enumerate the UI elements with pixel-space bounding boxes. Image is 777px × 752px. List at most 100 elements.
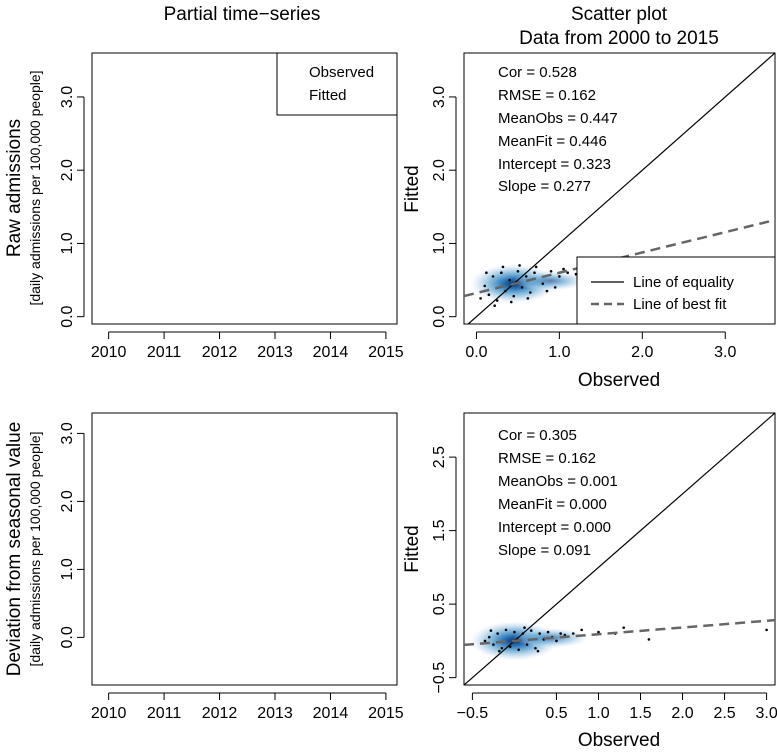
scatter-point bbox=[492, 643, 495, 646]
x-tick-label: 2014 bbox=[313, 705, 349, 722]
x-tick-label: 2013 bbox=[257, 344, 293, 361]
x-tick-label: 3.0 bbox=[755, 705, 777, 722]
x-tick-label: 1.0 bbox=[587, 705, 609, 722]
x-tick-label: 2011 bbox=[147, 705, 182, 722]
x-tick-label: 2012 bbox=[202, 344, 238, 361]
line-of-equality bbox=[467, 53, 775, 324]
y-tick-label: 2.5 bbox=[431, 446, 448, 468]
y-axis-label: Raw admissions bbox=[4, 119, 25, 257]
stat-intercept: Intercept = 0.000 bbox=[498, 519, 611, 536]
x-tick-label: 2011 bbox=[147, 344, 182, 361]
stat-rmse: RMSE = 0.162 bbox=[498, 450, 596, 467]
stats-block: Cor = 0.305 RMSE = 0.162 MeanObs = 0.001… bbox=[498, 427, 618, 559]
scatter-point bbox=[533, 271, 536, 275]
scatter-point bbox=[546, 630, 550, 634]
scatter-point bbox=[536, 649, 540, 653]
y-tick-label: 3.0 bbox=[431, 86, 448, 108]
line-of-best-fit bbox=[464, 618, 775, 647]
scatter-point bbox=[501, 265, 505, 269]
scatter-point bbox=[534, 265, 538, 269]
scatter-point bbox=[517, 648, 520, 652]
y-tick-label: 0.0 bbox=[59, 305, 76, 327]
stat-slope: Slope = 0.277 bbox=[498, 178, 591, 195]
x-tick-label: 3.0 bbox=[714, 344, 736, 361]
scatter-point bbox=[529, 291, 532, 294]
scatter-point bbox=[529, 629, 533, 632]
legend-equality: Line of equality bbox=[633, 274, 734, 291]
stat-meanobs: MeanObs = 0.447 bbox=[498, 110, 618, 127]
x-tick-label: 2015 bbox=[368, 344, 404, 361]
scatter-point bbox=[516, 269, 520, 273]
scatter-point bbox=[498, 649, 501, 653]
legend-box bbox=[576, 256, 776, 325]
scatter-point bbox=[553, 286, 557, 289]
y-axis-label: Deviation from seasonal value bbox=[4, 422, 25, 677]
x-tick-label: −0.5 bbox=[457, 705, 489, 722]
scatter-point bbox=[622, 626, 626, 629]
scatter-point bbox=[555, 639, 558, 643]
legend-best-fit: Line of best fit bbox=[633, 296, 727, 313]
scatter-point bbox=[483, 639, 487, 643]
y-axis-label: Fitted bbox=[402, 525, 423, 573]
x-axis-label: Observed bbox=[578, 370, 660, 391]
scatter-point bbox=[489, 629, 493, 632]
x-axis: 2010 2011 2012 2013 2014 2015 bbox=[91, 692, 404, 722]
scatter-point bbox=[534, 646, 537, 650]
scatter-point bbox=[597, 630, 600, 634]
scatter-point bbox=[545, 289, 549, 293]
y-tick-label: 2.0 bbox=[59, 159, 76, 181]
x-tick-label: 2014 bbox=[313, 344, 349, 361]
scatter-point bbox=[559, 632, 562, 635]
panel-scatter-top: Scatter plot Data from 2000 to 2015 0.0 1… bbox=[402, 4, 776, 391]
y-axis-sublabel: [daily admissions per 100,000 people] bbox=[27, 70, 43, 305]
x-tick-label: 0.5 bbox=[545, 705, 567, 722]
plot-frame bbox=[463, 412, 776, 686]
y-tick-label: 0.5 bbox=[431, 593, 448, 615]
panel-partial-time-series-bottom: 2010 2011 2012 2013 2014 2015 0.0 1.0 2.0 3.0 De… bbox=[4, 412, 404, 722]
x-axis: −0.5 0.5 1.0 1.5 2.0 2.5 3.0 bbox=[457, 692, 777, 722]
plot-frame bbox=[91, 52, 398, 325]
scatter-point bbox=[504, 628, 508, 632]
stat-meanfit: MeanFit = 0.000 bbox=[498, 496, 607, 513]
scatter-point bbox=[549, 269, 553, 273]
scatter-point bbox=[523, 626, 526, 629]
scatter-point bbox=[525, 643, 529, 646]
scatter-point bbox=[487, 635, 491, 639]
y-tick-label: 3.0 bbox=[59, 422, 76, 444]
scatter-point bbox=[524, 275, 528, 278]
stat-cor: Cor = 0.528 bbox=[498, 64, 577, 81]
y-axis: 0.0 1.0 2.0 3.0 bbox=[59, 422, 85, 649]
x-tick-label: 2.0 bbox=[671, 705, 693, 722]
stat-slope: Slope = 0.091 bbox=[498, 542, 591, 559]
scatter-point bbox=[491, 275, 495, 278]
panel-title: Partial time−series bbox=[164, 4, 321, 25]
legend-fitted: Fitted bbox=[309, 87, 347, 104]
y-tick-label: 2.0 bbox=[431, 159, 448, 181]
stats-block: Cor = 0.528 RMSE = 0.162 MeanObs = 0.447… bbox=[498, 64, 618, 195]
x-tick-label: 2012 bbox=[202, 705, 238, 722]
legend: Observed Fitted bbox=[276, 52, 398, 116]
plot-frame bbox=[91, 412, 398, 686]
y-axis-label: Fitted bbox=[402, 165, 423, 213]
y-tick-label: 2.0 bbox=[59, 490, 76, 512]
y-tick-label: 1.0 bbox=[59, 558, 76, 580]
panel-title-line-2: Data from 2000 to 2015 bbox=[519, 28, 719, 49]
scatter-point bbox=[509, 300, 513, 304]
y-axis: 0.0 1.0 2.0 3.0 bbox=[59, 86, 85, 328]
x-tick-label: 2010 bbox=[91, 705, 127, 722]
panel-partial-time-series-top: Partial time−series 2010 2011 2012 2013 2014… bbox=[4, 4, 404, 361]
scatter-point bbox=[558, 275, 561, 278]
y-tick-label: 1.0 bbox=[59, 232, 76, 254]
scatter-point bbox=[479, 297, 482, 300]
x-axis-label: Observed bbox=[578, 730, 660, 751]
scatter-point bbox=[526, 297, 530, 300]
reference-lines bbox=[464, 413, 775, 685]
y-axis-sublabel: [daily admissions per 100,000 people] bbox=[27, 431, 43, 666]
x-tick-label: 2013 bbox=[257, 705, 293, 722]
panel-scatter-bottom: −0.5 0.5 1.0 1.5 2.0 2.5 3.0 −0.5 0.5 1.5 2.5 Obs… bbox=[402, 412, 777, 751]
x-tick-label: 2.0 bbox=[631, 344, 653, 361]
legend-box bbox=[276, 52, 398, 116]
y-tick-label: 1.0 bbox=[431, 232, 448, 254]
y-tick-label: 3.0 bbox=[59, 86, 76, 108]
